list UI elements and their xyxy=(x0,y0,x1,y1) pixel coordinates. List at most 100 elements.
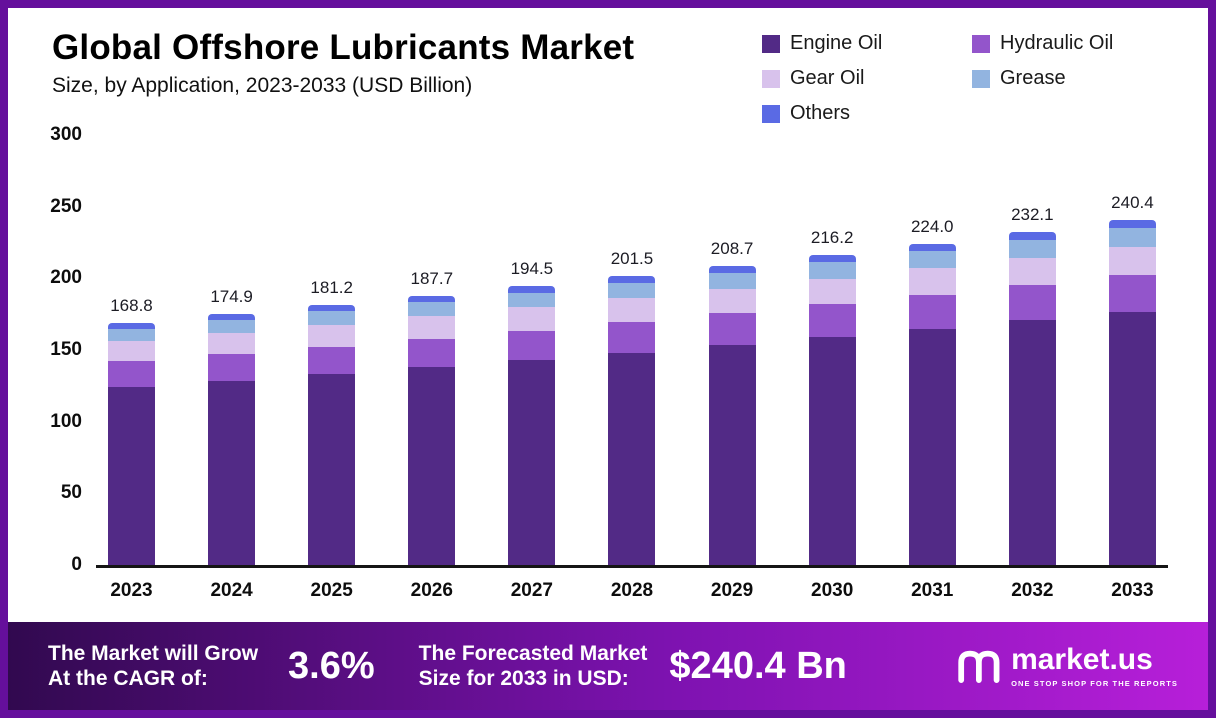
x-tick-label: 2031 xyxy=(911,580,954,601)
brand-tagline: ONE STOP SHOP FOR THE REPORTS xyxy=(1011,678,1178,688)
legend-label: Others xyxy=(790,102,851,124)
y-tick-label: 50 xyxy=(60,482,82,504)
bar-segment-gear-oil xyxy=(408,316,456,339)
legend-label: Gear Oil xyxy=(790,67,865,89)
page-title: Global Offshore Lubricants Market xyxy=(52,28,635,67)
bar-segment-grease xyxy=(308,311,356,326)
bar-segment-others xyxy=(1108,220,1156,229)
bar-segment-grease xyxy=(608,282,656,299)
bar-segment-gear-oil xyxy=(1108,246,1156,276)
legend-label: Hydraulic Oil xyxy=(1000,32,1114,54)
bar-segment-others xyxy=(208,314,256,321)
bar-column: 208.7 xyxy=(708,239,756,565)
bar-total-label: 194.5 xyxy=(510,259,554,279)
bar-segment-grease xyxy=(1008,239,1056,258)
bar-stack xyxy=(808,255,856,565)
cagr-label: The Market will Grow At the CAGR of: xyxy=(48,641,258,691)
bar-column: 181.2 xyxy=(308,278,356,565)
bar-column: 174.9 xyxy=(208,287,256,565)
bar-total-label: 187.7 xyxy=(410,268,454,288)
bar-column: 168.8 xyxy=(108,296,155,565)
bar-total-label: 232.1 xyxy=(1011,205,1054,225)
y-tick-label: 100 xyxy=(50,410,82,432)
bar-segment-others xyxy=(908,243,956,252)
cagr-label-line1: The Market will Grow xyxy=(48,641,259,665)
legend-swatch-icon xyxy=(972,69,990,88)
bar-segment-grease xyxy=(808,262,856,279)
page-subtitle: Size, by Application, 2023-2033 (USD Bil… xyxy=(52,74,473,97)
bar-stack xyxy=(508,286,556,565)
brand-text: market.us ONE STOP SHOP FOR THE REPORTS xyxy=(1011,644,1178,688)
y-tick-label: 0 xyxy=(71,554,82,575)
forecast-label-line2: Size for 2033 in USD: xyxy=(418,667,629,690)
bar-segment-hydraulic-oil xyxy=(708,313,756,346)
legend-item: Gear Oil xyxy=(762,67,972,90)
bar-stack xyxy=(408,295,456,565)
bar-column: 240.4 xyxy=(1108,193,1156,565)
bar-segment-engine-oil xyxy=(1008,320,1056,565)
y-axis-spacer xyxy=(32,580,96,602)
bar-segment-engine-oil xyxy=(508,360,556,565)
title-block: Global Offshore Lubricants Market Size, … xyxy=(52,28,634,125)
y-tick-label: 200 xyxy=(50,267,82,289)
chart-row: 0 50 100 150 200 250 300 168.8 174.9 181.2 187.7 1… xyxy=(32,124,1168,575)
bar-segment-others xyxy=(808,255,856,263)
y-tick-label: 300 xyxy=(50,124,82,145)
x-tick-label: 2030 xyxy=(811,580,854,601)
footer-banner: The Market will Grow At the CAGR of: 3.6… xyxy=(8,622,1208,710)
x-tick-label: 2033 xyxy=(1111,580,1154,601)
bar-segment-gear-oil xyxy=(808,278,856,305)
x-tick-label: 2023 xyxy=(110,580,153,601)
x-tick-label: 2027 xyxy=(510,580,554,601)
bar-total-label: 240.4 xyxy=(1111,193,1154,213)
bar-segment-hydraulic-oil xyxy=(808,304,856,338)
market-us-logo-icon xyxy=(958,650,1000,684)
bar-column: 216.2 xyxy=(808,228,856,565)
x-tick-label: 2032 xyxy=(1011,580,1054,601)
bar-segment-others xyxy=(308,305,356,312)
bar-segment-others xyxy=(708,265,756,273)
legend-swatch-icon xyxy=(762,104,780,123)
bar-segment-grease xyxy=(708,272,756,289)
legend-item: Engine Oil xyxy=(762,32,972,55)
bar-column: 232.1 xyxy=(1008,205,1056,565)
legend-item: Others xyxy=(762,102,972,125)
chart: 0 50 100 150 200 250 300 168.8 174.9 181.2 187.7 1… xyxy=(8,124,1208,602)
x-axis-row: 2023 2024 2025 2026 2027 2028 2029 2030 2031 2032… xyxy=(32,580,1168,602)
bar-segment-gear-oil xyxy=(1008,257,1056,286)
bar-stack xyxy=(308,305,356,565)
legend-label: Grease xyxy=(1000,67,1066,89)
y-tick-label: 150 xyxy=(50,339,82,360)
bar-segment-engine-oil xyxy=(308,374,356,565)
bar-column: 201.5 xyxy=(608,249,656,565)
bar-column: 187.7 xyxy=(408,268,456,565)
bar-segment-hydraulic-oil xyxy=(108,361,155,388)
bar-segment-engine-oil xyxy=(1108,311,1156,565)
bar-stack xyxy=(208,314,256,565)
bar-segment-engine-oil xyxy=(808,337,856,565)
bar-total-label: 224.0 xyxy=(910,216,954,236)
bar-segment-hydraulic-oil xyxy=(208,354,256,381)
bar-stack xyxy=(1008,232,1056,565)
bar-segment-engine-oil xyxy=(908,329,956,565)
legend-item: Hydraulic Oil xyxy=(972,32,1182,55)
bar-segment-others xyxy=(508,286,556,293)
x-tick-label: 2025 xyxy=(310,580,353,601)
bar-segment-hydraulic-oil xyxy=(1108,275,1156,312)
bar-segment-grease xyxy=(408,302,456,317)
forecast-label-line1: The Forecasted Market xyxy=(418,641,648,665)
bar-segment-gear-oil xyxy=(908,268,956,296)
legend-item: Grease xyxy=(972,67,1182,90)
bar-segment-engine-oil xyxy=(608,352,656,565)
cagr-label-line2: At the CAGR of: xyxy=(48,667,208,690)
legend-swatch-icon xyxy=(762,34,780,53)
header: Global Offshore Lubricants Market Size, … xyxy=(8,8,1208,125)
bar-segment-engine-oil xyxy=(108,387,155,565)
bar-segment-hydraulic-oil xyxy=(1008,285,1056,321)
bar-segment-gear-oil xyxy=(208,333,256,355)
bar-segment-hydraulic-oil xyxy=(508,330,556,361)
bar-segment-others xyxy=(408,295,456,303)
bar-stack xyxy=(908,243,956,565)
legend: Engine Oil Hydraulic Oil Gear Oil Grease Oth… xyxy=(762,28,1182,125)
